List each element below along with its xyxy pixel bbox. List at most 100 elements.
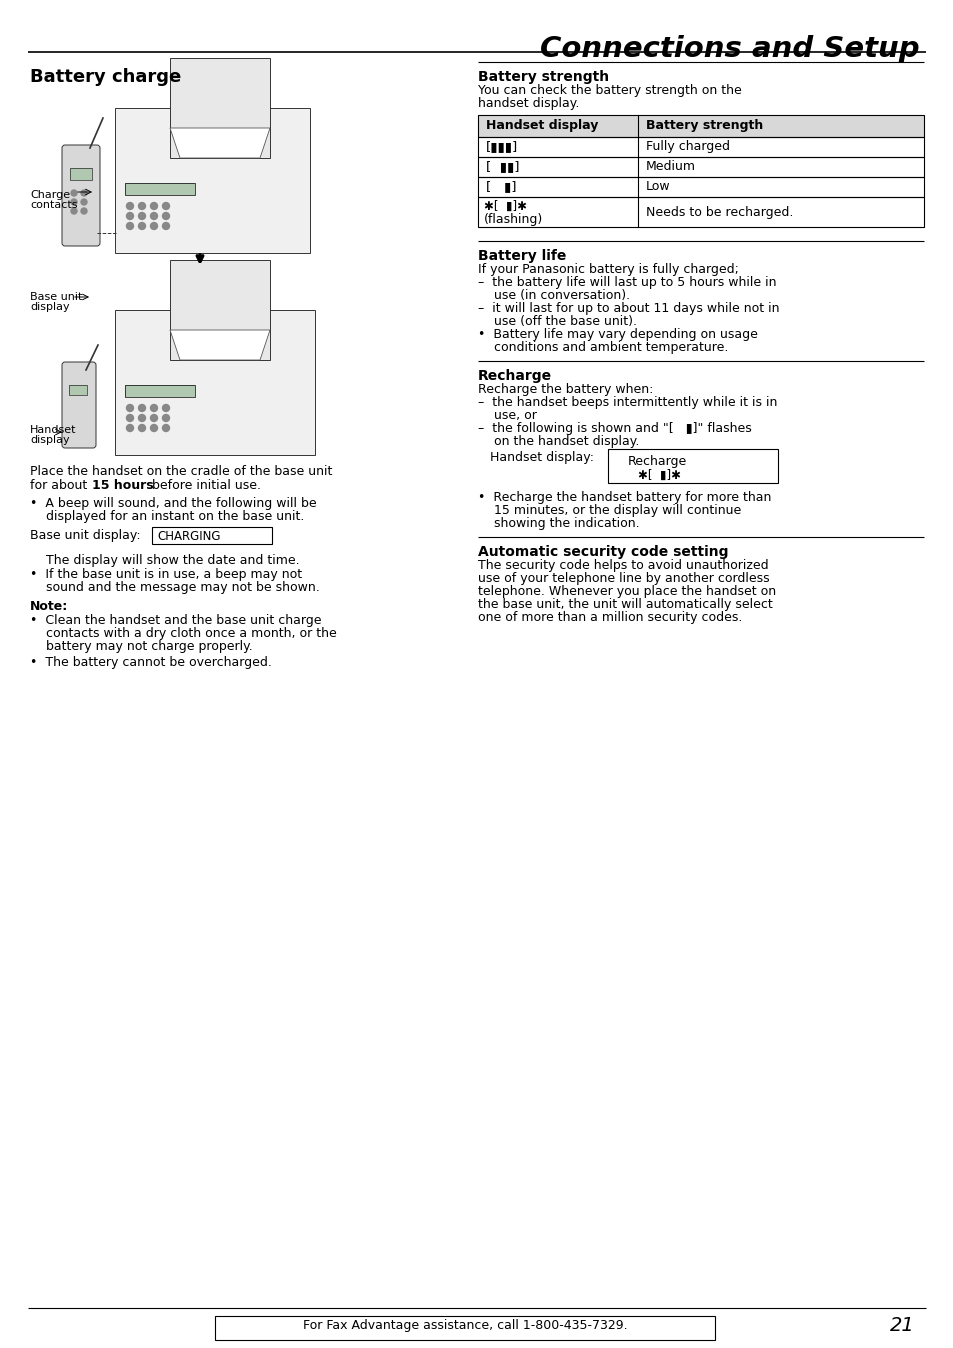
- Circle shape: [151, 425, 157, 431]
- Bar: [477, 137, 923, 156]
- Circle shape: [81, 208, 87, 214]
- Bar: [477, 156, 923, 177]
- Text: •  The battery cannot be overcharged.: • The battery cannot be overcharged.: [30, 656, 272, 669]
- Text: Low: Low: [645, 181, 670, 193]
- Circle shape: [162, 404, 170, 411]
- Text: Base unit display:: Base unit display:: [30, 528, 140, 542]
- Circle shape: [162, 222, 170, 229]
- Text: –  it will last for up to about 11 days while not in: – it will last for up to about 11 days w…: [477, 302, 779, 315]
- Circle shape: [71, 190, 77, 195]
- Text: Base unit: Base unit: [30, 293, 82, 302]
- Text: (flashing): (flashing): [483, 213, 542, 226]
- Circle shape: [81, 190, 87, 195]
- Text: Recharge: Recharge: [627, 456, 686, 468]
- Text: display: display: [30, 302, 70, 311]
- Text: Place the handset on the cradle of the base unit: Place the handset on the cradle of the b…: [30, 465, 332, 479]
- Bar: [214, 1316, 714, 1340]
- Circle shape: [162, 414, 170, 422]
- Circle shape: [138, 404, 146, 411]
- Text: •  A beep will sound, and the following will be: • A beep will sound, and the following w…: [30, 497, 316, 510]
- Text: Battery strength: Battery strength: [477, 70, 608, 84]
- Text: Handset display:: Handset display:: [490, 452, 594, 464]
- Text: contacts with a dry cloth once a month, or the: contacts with a dry cloth once a month, …: [30, 627, 336, 640]
- Polygon shape: [170, 128, 270, 158]
- Bar: [477, 115, 923, 137]
- Text: ✱[  ▮]✱: ✱[ ▮]✱: [483, 200, 526, 213]
- Circle shape: [138, 213, 146, 220]
- Text: –  the battery life will last up to 5 hours while in: – the battery life will last up to 5 hou…: [477, 276, 776, 288]
- Text: use, or: use, or: [477, 408, 537, 422]
- Bar: [477, 197, 923, 226]
- Text: –  the following is shown and "[   ▮]" flashes: – the following is shown and "[ ▮]" flas…: [477, 422, 751, 435]
- FancyBboxPatch shape: [170, 260, 270, 360]
- Circle shape: [138, 222, 146, 229]
- Bar: [125, 183, 194, 195]
- Circle shape: [151, 404, 157, 411]
- Text: Battery strength: Battery strength: [645, 119, 762, 132]
- Text: The display will show the date and time.: The display will show the date and time.: [30, 554, 299, 568]
- Circle shape: [71, 208, 77, 214]
- Circle shape: [138, 414, 146, 422]
- Text: Recharge the battery when:: Recharge the battery when:: [477, 383, 653, 396]
- Circle shape: [127, 404, 133, 411]
- Text: sound and the message may not be shown.: sound and the message may not be shown.: [30, 581, 319, 594]
- Bar: [125, 386, 194, 398]
- Bar: [69, 386, 87, 395]
- Text: battery may not charge properly.: battery may not charge properly.: [30, 640, 253, 652]
- Text: one of more than a million security codes.: one of more than a million security code…: [477, 611, 741, 624]
- Text: handset display.: handset display.: [477, 97, 578, 111]
- Text: Note:: Note:: [30, 600, 69, 613]
- Text: •  Battery life may vary depending on usage: • Battery life may vary depending on usa…: [477, 328, 757, 341]
- FancyBboxPatch shape: [62, 146, 100, 245]
- Bar: [125, 183, 194, 195]
- Text: Battery charge: Battery charge: [30, 67, 181, 86]
- Circle shape: [151, 414, 157, 422]
- Text: Handset display: Handset display: [485, 119, 598, 132]
- FancyBboxPatch shape: [115, 108, 310, 253]
- Text: display: display: [30, 435, 70, 445]
- Bar: [125, 386, 194, 398]
- Circle shape: [138, 202, 146, 209]
- Circle shape: [138, 425, 146, 431]
- Bar: [69, 386, 87, 395]
- Bar: [70, 168, 91, 181]
- Text: showing the indication.: showing the indication.: [477, 518, 639, 530]
- Text: use (in conversation).: use (in conversation).: [477, 288, 630, 302]
- Circle shape: [162, 202, 170, 209]
- Text: If your Panasonic battery is fully charged;: If your Panasonic battery is fully charg…: [477, 263, 739, 276]
- Text: use (off the base unit).: use (off the base unit).: [477, 315, 637, 328]
- Text: CHARGING: CHARGING: [157, 530, 220, 543]
- Text: before initial use.: before initial use.: [148, 479, 261, 492]
- Text: Medium: Medium: [645, 160, 696, 173]
- Text: on the handset display.: on the handset display.: [477, 435, 639, 448]
- Circle shape: [127, 222, 133, 229]
- Circle shape: [81, 200, 87, 205]
- Text: Handset: Handset: [30, 425, 76, 435]
- Circle shape: [151, 213, 157, 220]
- Bar: [477, 115, 923, 137]
- Text: –  the handset beeps intermittently while it is in: – the handset beeps intermittently while…: [477, 396, 777, 408]
- Text: Fully charged: Fully charged: [645, 140, 729, 154]
- Circle shape: [127, 425, 133, 431]
- Text: 21: 21: [889, 1316, 914, 1335]
- Text: The security code helps to avoid unauthorized: The security code helps to avoid unautho…: [477, 559, 768, 572]
- Circle shape: [162, 425, 170, 431]
- Text: 15 hours: 15 hours: [91, 479, 153, 492]
- Text: Connections and Setup: Connections and Setup: [539, 35, 919, 63]
- Polygon shape: [170, 330, 270, 360]
- Text: the base unit, the unit will automatically select: the base unit, the unit will automatical…: [477, 599, 772, 611]
- Text: •  Clean the handset and the base unit charge: • Clean the handset and the base unit ch…: [30, 613, 321, 627]
- FancyBboxPatch shape: [62, 363, 96, 448]
- Text: [  ▮▮]: [ ▮▮]: [485, 160, 519, 173]
- FancyBboxPatch shape: [115, 310, 314, 456]
- Text: •  If the base unit is in use, a beep may not: • If the base unit is in use, a beep may…: [30, 568, 302, 581]
- Text: [   ▮]: [ ▮]: [485, 181, 516, 193]
- Circle shape: [127, 414, 133, 422]
- Text: Automatic security code setting: Automatic security code setting: [477, 545, 728, 559]
- Text: You can check the battery strength on the: You can check the battery strength on th…: [477, 84, 741, 97]
- Text: for about: for about: [30, 479, 91, 492]
- Text: use of your telephone line by another cordless: use of your telephone line by another co…: [477, 572, 769, 585]
- Circle shape: [127, 202, 133, 209]
- Text: telephone. Whenever you place the handset on: telephone. Whenever you place the handse…: [477, 585, 776, 599]
- Text: For Fax Advantage assistance, call 1-800-435-7329.: For Fax Advantage assistance, call 1-800…: [302, 1318, 627, 1332]
